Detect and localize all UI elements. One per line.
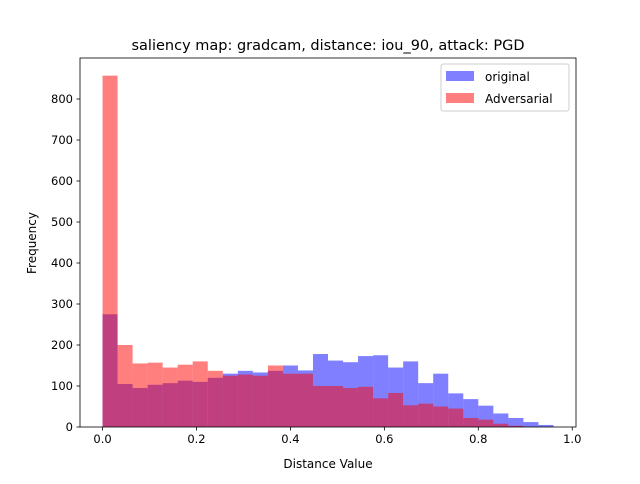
legend: original Adversarial	[440, 63, 570, 112]
y-tick-label: 500	[51, 215, 73, 229]
bar-adversarial-23	[448, 408, 464, 427]
x-tick-label: 0.8	[469, 432, 487, 446]
x-axis-label: Distance Value	[283, 457, 372, 471]
y-tick-label: 200	[51, 338, 73, 352]
bar-adversarial-0	[102, 75, 118, 427]
y-tick-label: 700	[51, 133, 73, 147]
bar-adversarial-10	[252, 375, 268, 427]
series-adversarial	[102, 75, 524, 427]
bar-adversarial-22	[433, 406, 449, 427]
bar-adversarial-12	[282, 373, 298, 427]
bar-original-28	[523, 422, 539, 427]
y-axis-label: Frequency	[25, 212, 39, 274]
y-tick-label: 400	[51, 256, 73, 270]
y-tick-label: 0	[66, 420, 73, 434]
y-tick-label: 600	[51, 174, 73, 188]
bar-original-29	[538, 424, 554, 427]
bar-original-26	[493, 413, 509, 427]
legend-label-original: original	[485, 70, 530, 84]
bar-adversarial-19	[388, 392, 404, 427]
bar-adversarial-26	[493, 423, 509, 427]
bar-adversarial-7	[207, 370, 223, 427]
bar-adversarial-25	[478, 419, 494, 427]
x-tick-label: 0.4	[281, 432, 299, 446]
bar-adversarial-11	[267, 365, 283, 427]
y-tick-label: 800	[51, 92, 73, 106]
bar-adversarial-5	[177, 364, 193, 427]
x-tick-label: 0.0	[93, 432, 111, 446]
bar-adversarial-14	[312, 386, 328, 427]
legend-swatch-original	[446, 71, 474, 81]
bar-adversarial-8	[222, 375, 238, 427]
bar-adversarial-21	[418, 403, 434, 427]
bar-adversarial-27	[508, 425, 524, 427]
bar-adversarial-9	[237, 374, 253, 427]
bar-adversarial-13	[297, 373, 313, 427]
chart-title: saliency map: gradcam, distance: iou_90,…	[131, 38, 524, 54]
x-tick-label: 1.0	[563, 432, 581, 446]
bar-adversarial-15	[328, 386, 344, 427]
bar-adversarial-6	[192, 361, 208, 427]
bar-adversarial-4	[162, 367, 178, 427]
bar-adversarial-1	[117, 345, 133, 427]
y-tick-label: 300	[51, 297, 73, 311]
bar-original-27	[508, 417, 524, 427]
bar-adversarial-17	[358, 386, 374, 427]
bar-adversarial-2	[132, 363, 148, 427]
bar-adversarial-24	[463, 417, 479, 427]
bar-adversarial-3	[147, 362, 163, 427]
plot-area: 0.0 0.2 0.4 0.6 0.8 1.0 0 100 200 300 400 500 600 700…	[51, 57, 581, 446]
bar-adversarial-20	[403, 405, 419, 427]
x-tick-label: 0.6	[375, 432, 393, 446]
bar-adversarial-16	[343, 388, 359, 427]
axes-frame	[79, 57, 577, 428]
legend-swatch-adversarial	[446, 93, 474, 103]
legend-label-adversarial: Adversarial	[485, 92, 553, 106]
x-tick-label: 0.2	[187, 432, 205, 446]
bar-adversarial-18	[373, 398, 389, 427]
y-tick-label: 100	[51, 379, 73, 393]
